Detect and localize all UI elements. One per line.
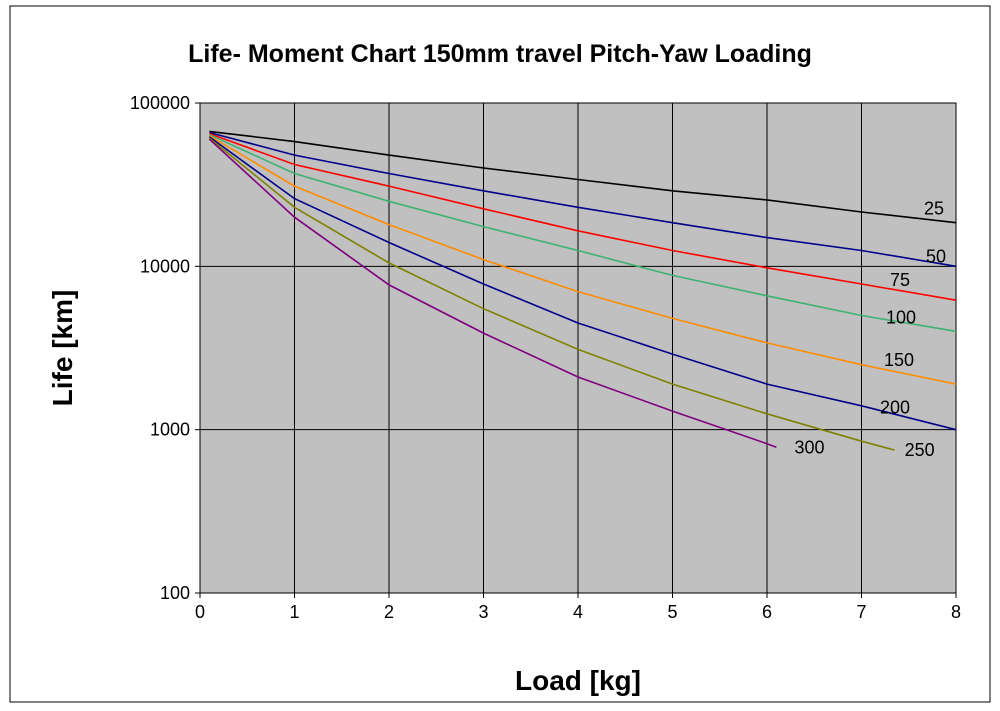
- series-layer: [208, 130, 957, 451]
- series-label-25: 25: [924, 199, 944, 219]
- y-tick-label: 1000: [150, 420, 190, 440]
- x-tick-label: 4: [573, 602, 583, 622]
- y-tick-label: 100000: [130, 93, 190, 113]
- y-axis-label: Life [km]: [47, 290, 78, 407]
- x-tick-label: 7: [856, 602, 866, 622]
- series-line-150: [208, 135, 957, 385]
- chart-title: Life- Moment Chart 150mm travel Pitch-Ya…: [188, 40, 812, 68]
- x-tick-label: 8: [951, 602, 961, 622]
- series-line-75: [209, 132, 957, 301]
- tick-layer: 0 1 2 3 4 5 6 7 8 100 1000 10000 100000: [130, 93, 961, 622]
- x-tick-label: 0: [195, 602, 205, 622]
- x-tick-label: 1: [289, 602, 299, 622]
- series-line-300: [208, 138, 777, 449]
- x-tick-label: 2: [384, 602, 394, 622]
- series-label-300: 300: [794, 437, 824, 457]
- series-line-25: [209, 130, 957, 224]
- series-label-50: 50: [926, 246, 946, 266]
- x-axis-label: Load [kg]: [515, 665, 641, 696]
- y-tick-label: 100: [160, 583, 190, 603]
- series-label-250: 250: [905, 440, 935, 460]
- x-tick-label: 5: [667, 602, 677, 622]
- series-label-200: 200: [880, 398, 910, 418]
- series-label-layer: 25 50 75 100 150 200 250 300: [794, 199, 946, 460]
- x-tick-label: 3: [478, 602, 488, 622]
- series-line-50: [209, 131, 957, 268]
- series-line-100: [209, 133, 957, 333]
- x-tick-label: 6: [762, 602, 772, 622]
- y-tick-label: 10000: [140, 256, 190, 276]
- series-label-150: 150: [884, 350, 914, 370]
- series-line-250: [208, 137, 895, 451]
- series-line-200: [208, 136, 957, 431]
- series-label-75: 75: [890, 270, 910, 290]
- series-label-100: 100: [886, 307, 916, 327]
